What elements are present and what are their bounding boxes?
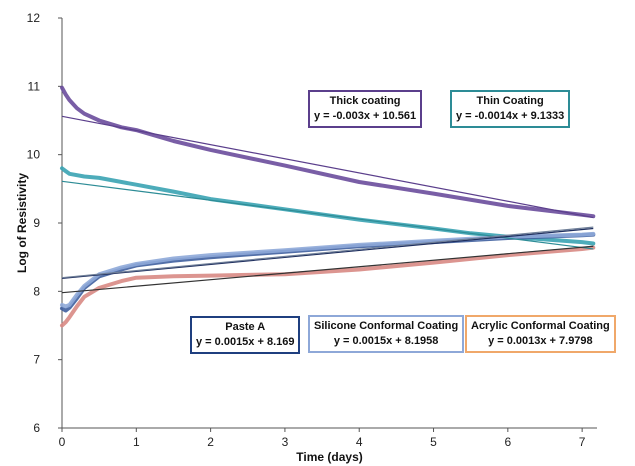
- x-tick-label: 3: [282, 435, 289, 449]
- x-tick-label: 6: [504, 435, 511, 449]
- trendline-1: [61, 180, 594, 250]
- annotation-acrylic-label: Acrylic Conformal Coating: [471, 320, 610, 332]
- annotation-thin-coating: Thin Coating y = -0.0014x + 9.1333: [450, 90, 571, 128]
- x-tick-label: 0: [59, 435, 66, 449]
- annotation-silicone-equation: y = 0.0015x + 8.1958: [333, 335, 439, 347]
- annotation-thick-coating-label: Thick coating: [329, 95, 401, 107]
- annotation-paste-a-label: Paste A: [225, 321, 266, 333]
- trendline-2: [61, 227, 594, 279]
- x-tick-label: 4: [356, 435, 363, 449]
- y-tick-label: 9: [33, 216, 40, 230]
- series-line-4: [60, 245, 596, 328]
- y-axis-title: Log of Resistivity: [15, 173, 29, 273]
- x-tick-label: 5: [430, 435, 437, 449]
- annotation-paste-a: Paste A y = 0.0015x + 8.169: [190, 316, 301, 354]
- annotation-silicone-conformal-coating: Silicone Conformal Coating y = 0.0015x +…: [308, 315, 465, 353]
- annotation-acrylic-conformal-coating: Acrylic Conformal Coating y = 0.0013x + …: [465, 315, 616, 353]
- x-tick-label: 1: [133, 435, 140, 449]
- annotation-thin-coating-equation: y = -0.0014x + 9.1333: [456, 110, 565, 122]
- annotation-silicone-label: Silicone Conformal Coating: [314, 320, 459, 332]
- annotation-thick-coating-equation: y = -0.003x + 10.561: [314, 110, 417, 122]
- y-tick-label: 10: [27, 148, 41, 162]
- trendline-4: [61, 245, 594, 294]
- annotation-thin-coating-label: Thin Coating: [476, 95, 544, 107]
- y-tick-label: 7: [33, 353, 40, 367]
- annotation-thick-coating: Thick coating y = -0.003x + 10.561: [308, 90, 423, 128]
- y-tick-label: 12: [27, 11, 41, 25]
- y-tick-label: 11: [28, 79, 41, 93]
- y-tick-label: 8: [33, 284, 40, 298]
- x-tick-label: 2: [207, 435, 214, 449]
- trendline-0: [61, 115, 594, 219]
- x-tick-label: 7: [579, 435, 586, 449]
- x-axis-title: Time (days): [296, 450, 362, 464]
- trendline-3: [61, 226, 594, 279]
- annotation-paste-a-equation: y = 0.0015x + 8.169: [196, 336, 295, 348]
- y-tick-label: 6: [33, 421, 40, 435]
- series-line-0: [60, 85, 596, 219]
- annotation-acrylic-equation: y = 0.0013x + 7.9798: [488, 335, 593, 347]
